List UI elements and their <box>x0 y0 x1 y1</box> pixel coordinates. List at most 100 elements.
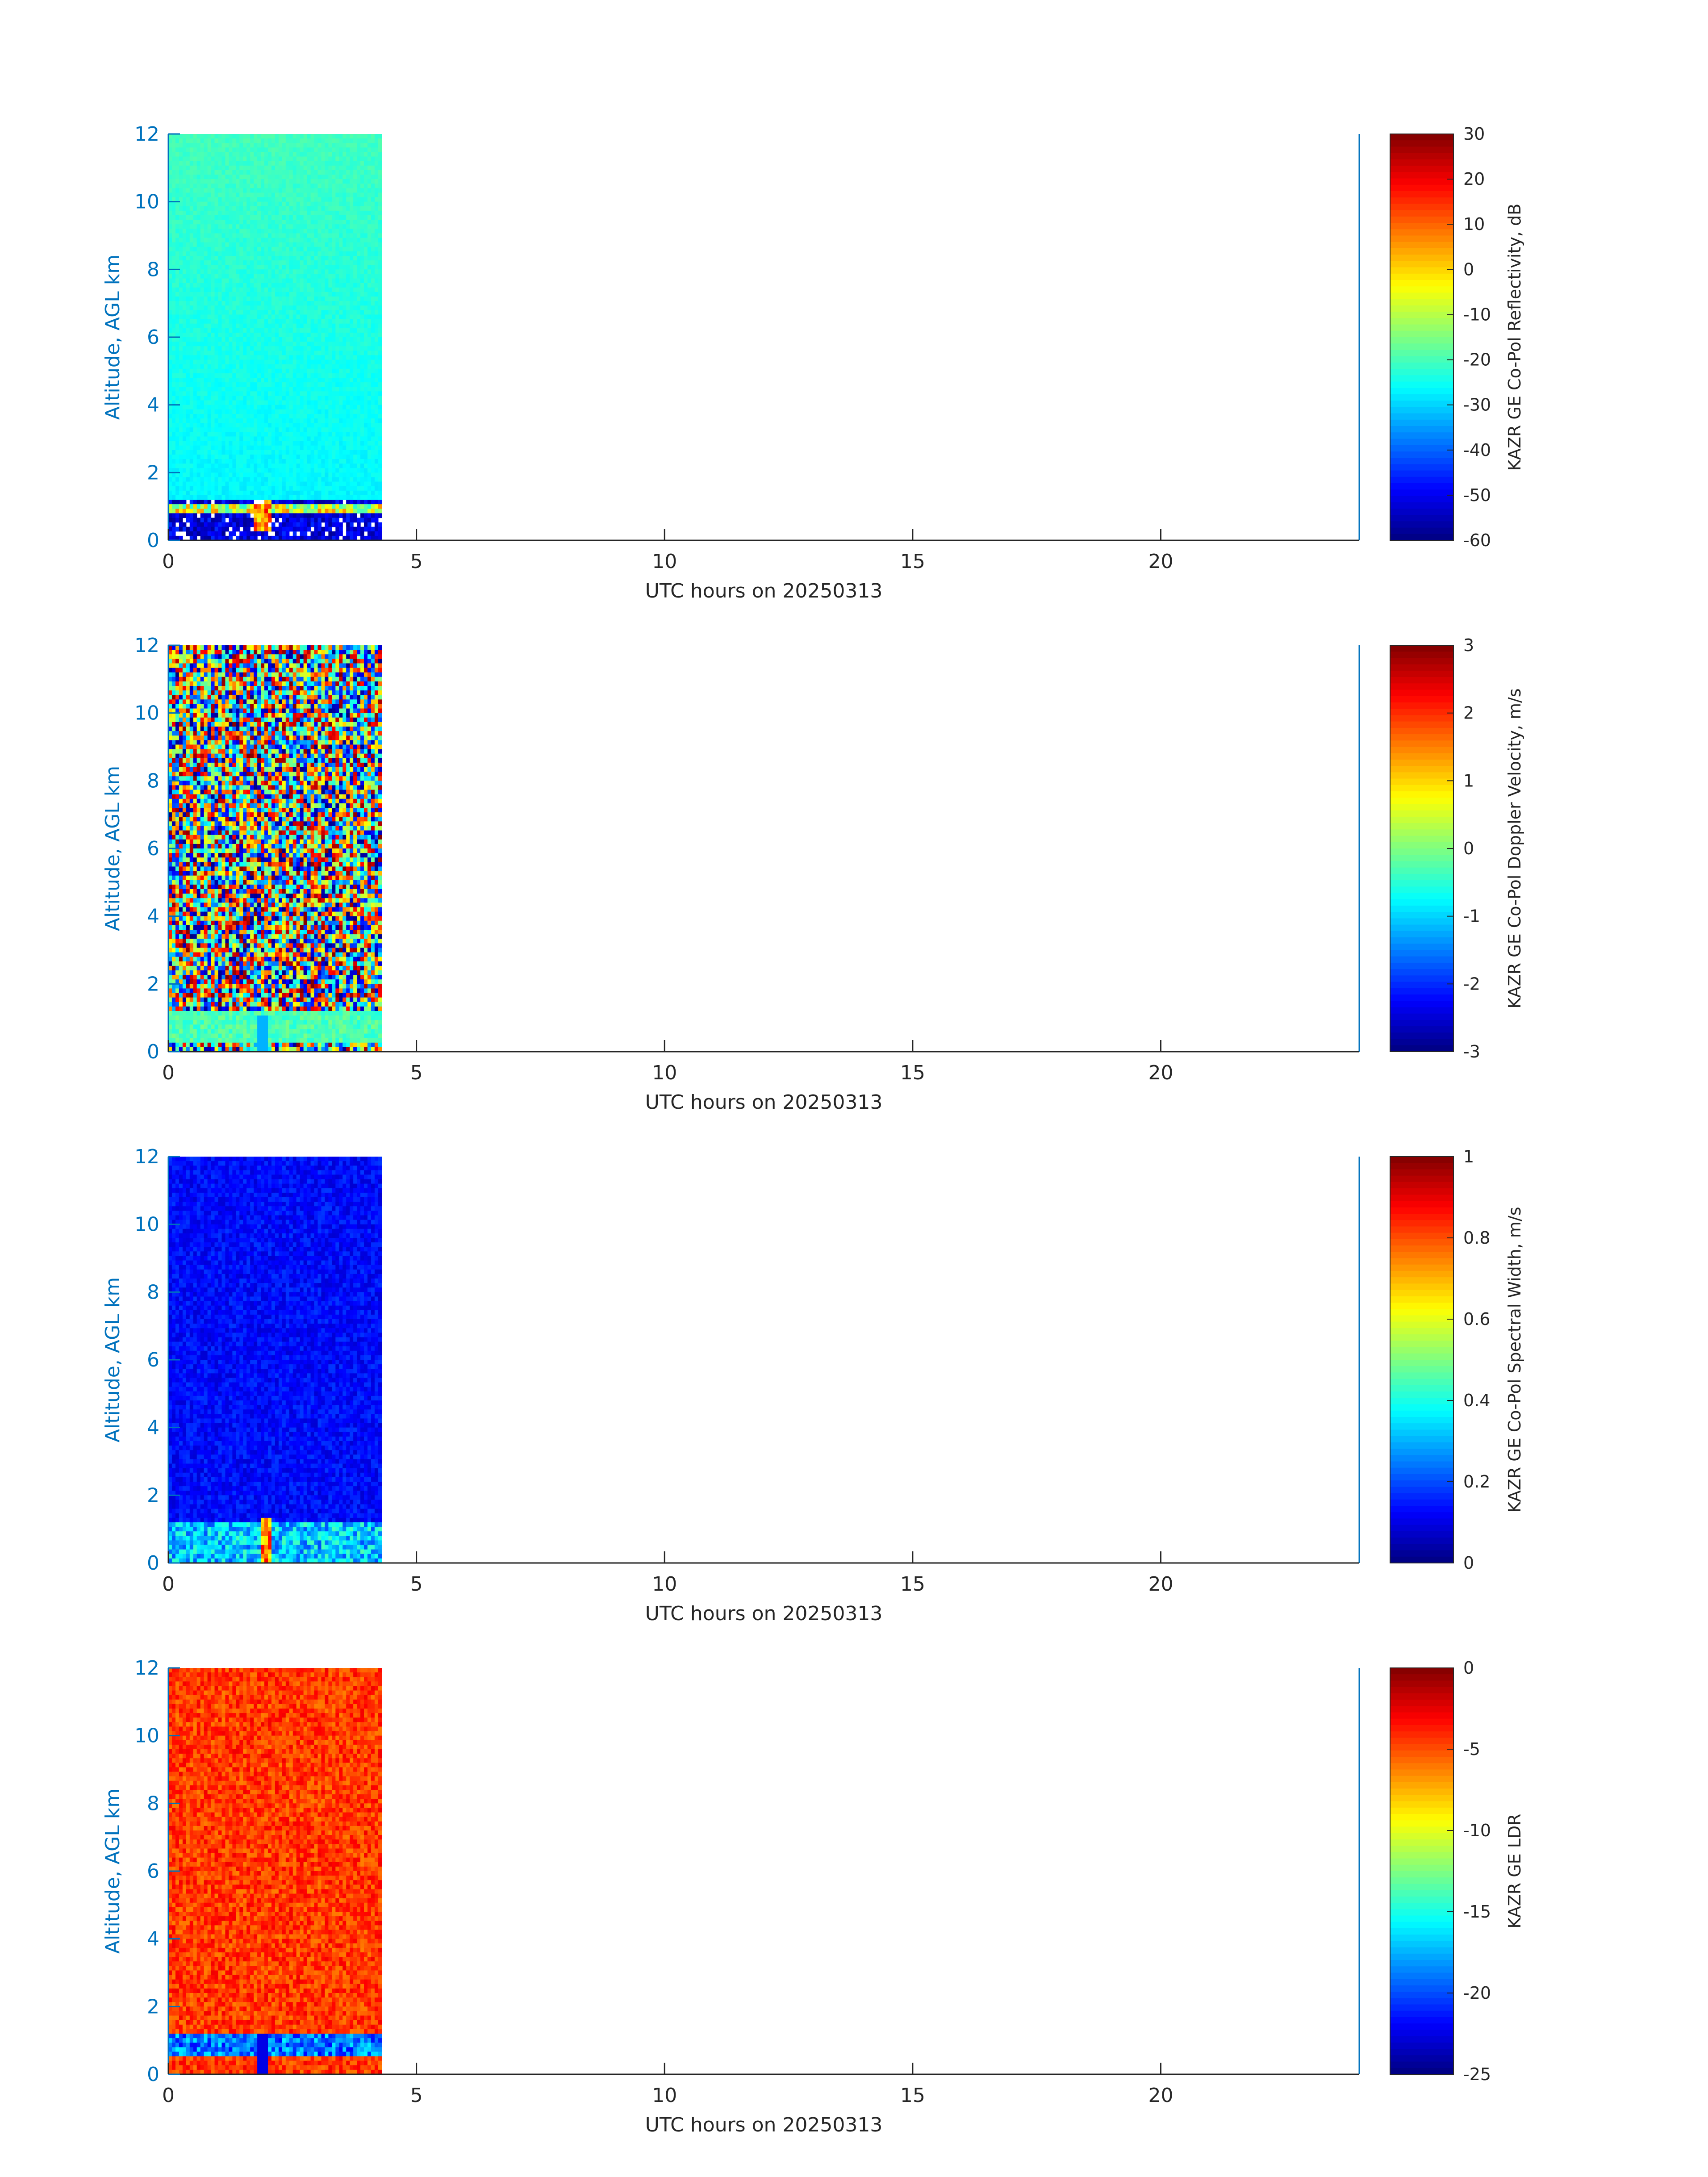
x-tick-label: 20 <box>1148 550 1173 573</box>
x-tick-label: 10 <box>652 2084 677 2107</box>
colorbar-tick-label: -5 <box>1463 1739 1480 1759</box>
y-tick-label: 0 <box>147 1040 159 1063</box>
chart-reflectivity: 0 2 4 6 8 10 12 0 5 10 15 20 UTC hours on 20250313 Al… <box>101 123 1524 602</box>
x-tick-label: 15 <box>900 1573 925 1596</box>
y-tick-label: 0 <box>147 2063 159 2086</box>
y-tick-label: 10 <box>134 1213 159 1236</box>
x-tick-label: 15 <box>900 2084 925 2107</box>
y-axis-label: Altitude, AGL km <box>101 1788 124 1954</box>
colorbar-tick-label: 1 <box>1463 1147 1474 1166</box>
y-tick-label: 2 <box>147 1484 159 1507</box>
y-tick-label: 8 <box>147 1281 159 1304</box>
heatmap-reflectivity <box>168 134 382 541</box>
colorbar-tick-label: -20 <box>1463 350 1491 370</box>
colorbar-tick-label: -2 <box>1463 974 1480 994</box>
colorbar-tick-label: 20 <box>1463 169 1485 189</box>
colorbar-tick-label: -15 <box>1463 1902 1491 1922</box>
x-axis-label: UTC hours on 20250313 <box>645 2114 883 2136</box>
colorbar-tick-label: -30 <box>1463 395 1491 415</box>
x-tick-label: 0 <box>162 1573 175 1596</box>
colorbar-tick-label: -60 <box>1463 531 1491 550</box>
colorbar-tick-label: -40 <box>1463 440 1491 460</box>
colorbar-tick-label: 0.2 <box>1463 1472 1490 1492</box>
y-tick-label: 2 <box>147 1995 159 2018</box>
y-tick-label: 10 <box>134 191 159 213</box>
x-axis-label: UTC hours on 20250313 <box>645 1602 883 1625</box>
chart-ldr: 0 2 4 6 8 10 12 0 5 10 15 20 UTC hours on 20250313 Al… <box>101 1657 1524 2136</box>
y-tick-label: 6 <box>147 837 159 860</box>
colorbar-tick-label: 0.6 <box>1463 1309 1490 1329</box>
y-tick-label: 10 <box>134 1725 159 1747</box>
x-tick-label: 10 <box>652 1061 677 1084</box>
y-tick-label: 12 <box>134 634 159 657</box>
y-tick-label: 12 <box>134 1145 159 1168</box>
colorbar-tick-label: 0 <box>1463 839 1474 858</box>
colorbar-tick-label: 0 <box>1463 1658 1474 1678</box>
panel-ldr: 0 2 4 6 8 10 12 0 5 10 15 20 UTC hours on 20250313 Al… <box>0 1632 1708 2146</box>
y-tick-label: 4 <box>147 1928 159 1951</box>
y-tick-label: 0 <box>147 1552 159 1575</box>
colorbar-tick-label: 0 <box>1463 1553 1474 1573</box>
y-tick-label: 2 <box>147 973 159 995</box>
colorbar-tick-label: -1 <box>1463 907 1480 926</box>
x-tick-label: 20 <box>1148 1061 1173 1084</box>
y-tick-label: 12 <box>134 123 159 146</box>
colorbar-label: KAZR GE Co-Pol Doppler Velocity, m/s <box>1505 688 1524 1008</box>
x-tick-label: 5 <box>410 1573 423 1596</box>
colorbar-label: KAZR GE Co-Pol Reflectivity, dB <box>1505 204 1524 471</box>
colorbar-tick-label: -3 <box>1463 1042 1480 1061</box>
colorbar-tick-label: -20 <box>1463 1983 1491 2003</box>
heatmap-width <box>168 1157 382 1563</box>
y-tick-label: 2 <box>147 461 159 484</box>
colorbar-reflectivity <box>1390 134 1454 541</box>
y-tick-label: 0 <box>147 529 159 552</box>
y-axis-label: Altitude, AGL km <box>101 1277 124 1442</box>
colorbar-tick-label: 0.8 <box>1463 1228 1490 1248</box>
y-tick-label: 4 <box>147 394 159 417</box>
colorbar-tick-label: -25 <box>1463 2064 1491 2084</box>
colorbar-doppler <box>1390 645 1454 1052</box>
colorbar-tick-label: -50 <box>1463 485 1491 505</box>
colorbar-tick-label: 3 <box>1463 635 1474 655</box>
panel-doppler-velocity: 0 2 4 6 8 10 12 0 5 10 15 20 UTC hours on 20250313 Al… <box>0 610 1708 1123</box>
heatmap-doppler <box>168 645 382 1052</box>
x-tick-label: 10 <box>652 1573 677 1596</box>
y-tick-label: 10 <box>134 702 159 725</box>
x-tick-label: 5 <box>410 2084 423 2107</box>
y-tick-label: 6 <box>147 1349 159 1371</box>
y-axis-label: Altitude, AGL km <box>101 766 124 931</box>
x-tick-label: 15 <box>900 1061 925 1084</box>
y-tick-label: 6 <box>147 1860 159 1883</box>
colorbar-ldr <box>1390 1667 1454 2075</box>
x-tick-label: 20 <box>1148 1573 1173 1596</box>
colorbar-width <box>1390 1156 1454 1563</box>
y-tick-label: 12 <box>134 1657 159 1680</box>
colorbar-tick-label: -10 <box>1463 1821 1491 1840</box>
x-tick-label: 0 <box>162 2084 175 2107</box>
x-axis-label: UTC hours on 20250313 <box>645 580 883 602</box>
colorbar-label: KAZR GE LDR <box>1505 1813 1524 1928</box>
y-axis-label: Altitude, AGL km <box>101 255 124 420</box>
x-axis-label: UTC hours on 20250313 <box>645 1091 883 1114</box>
x-tick-label: 15 <box>900 550 925 573</box>
colorbar-tick-label: -10 <box>1463 305 1491 324</box>
colorbar-tick-label: 1 <box>1463 771 1474 790</box>
heatmap-ldr <box>168 1668 382 2075</box>
x-tick-label: 10 <box>652 550 677 573</box>
y-tick-label: 4 <box>147 1417 159 1439</box>
colorbar-tick-label: 30 <box>1463 124 1485 144</box>
x-tick-label: 0 <box>162 550 175 573</box>
x-tick-label: 20 <box>1148 2084 1173 2107</box>
y-tick-label: 4 <box>147 905 159 928</box>
colorbar-tick-label: 0.4 <box>1463 1391 1490 1410</box>
colorbar-label: KAZR GE Co-Pol Spectral Width, m/s <box>1505 1207 1524 1513</box>
y-tick-label: 6 <box>147 326 159 349</box>
x-tick-label: 0 <box>162 1061 175 1084</box>
y-tick-label: 8 <box>147 1792 159 1815</box>
y-tick-label: 8 <box>147 769 159 792</box>
y-tick-label: 8 <box>147 258 159 281</box>
x-tick-label: 5 <box>410 550 423 573</box>
